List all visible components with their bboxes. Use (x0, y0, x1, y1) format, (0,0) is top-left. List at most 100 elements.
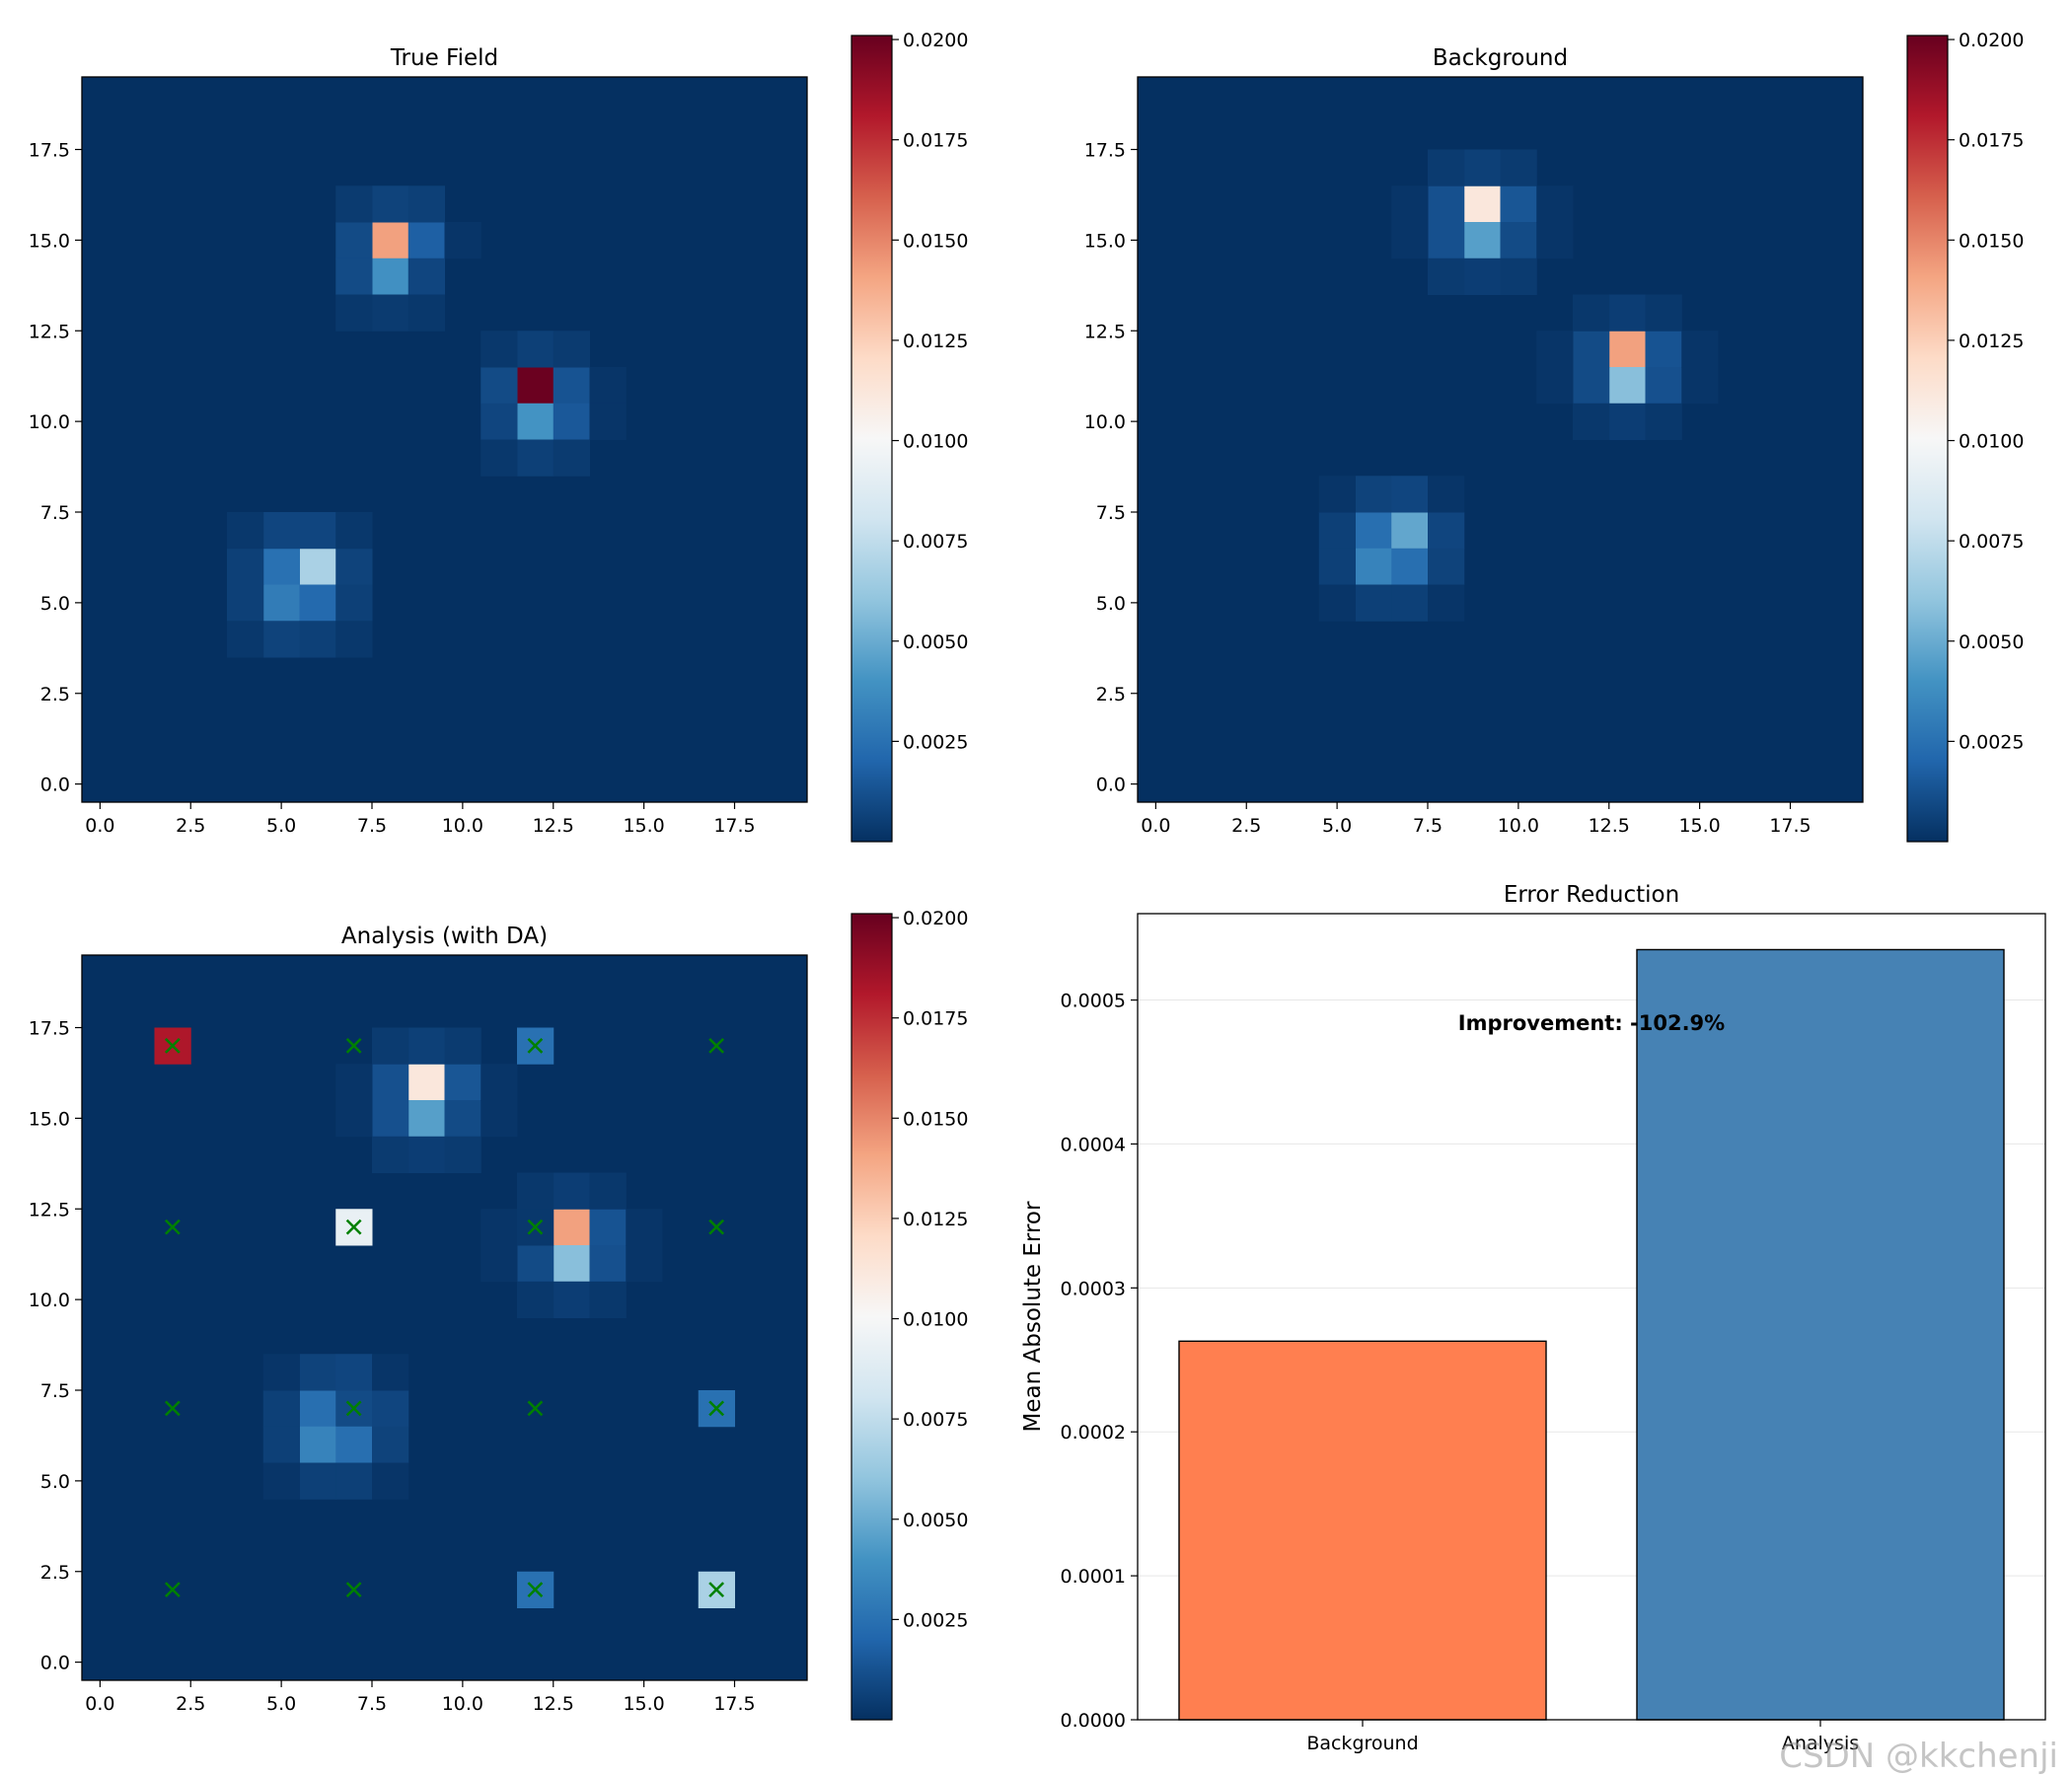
heatmap-cell (1608, 403, 1646, 440)
heatmap-cell (372, 1027, 409, 1065)
heatmap-cell (1391, 548, 1429, 585)
x-tick-label: 5.0 (266, 1693, 296, 1715)
observation-marker (527, 1219, 544, 1235)
heatmap-cell (1573, 367, 1610, 405)
heatmap-cell (1608, 294, 1646, 332)
colorbar-tick-label: 0.0050 (1959, 631, 2024, 653)
heatmap-cell (335, 584, 373, 622)
colorbar-tick-label: 0.0075 (1959, 531, 2024, 553)
heatmap-cell (1645, 331, 1682, 368)
colorbar-tick-label: 0.0150 (903, 1108, 968, 1130)
heatmap-cell (299, 1390, 336, 1428)
heatmap-cell (335, 548, 373, 585)
panel-background: 0.0 2.5 5.0 7.5 10.0 12.5 15.0 17.5 0.0 2.5 5.0 7.5… (1084, 30, 2024, 843)
heatmap-cell (481, 331, 518, 368)
observation-marker-stroke (708, 1219, 725, 1235)
y-tick-label: 7.5 (40, 502, 70, 524)
y-tick-label: 17.5 (1084, 140, 1126, 162)
heatmap-cell (1645, 367, 1682, 405)
bar-analysis (1636, 948, 2005, 1721)
axes-frame (81, 76, 808, 803)
heatmap-cell (553, 439, 590, 477)
observation-marker-stroke (527, 1219, 544, 1235)
x-tick-label: Background (1306, 1733, 1418, 1754)
observation-marker-stroke (164, 1582, 181, 1598)
heatmap-cell (1391, 584, 1429, 622)
heatmap-cell (1573, 294, 1610, 332)
y-tick-label: 5.0 (1096, 593, 1126, 615)
heatmap-cell (1536, 222, 1574, 259)
observation-marker (527, 1400, 544, 1417)
heatmap-cell (1608, 367, 1646, 405)
colorbar-tick-label: 0.0175 (1959, 130, 2024, 152)
heatmap-cell (262, 548, 300, 585)
heatmap-cell (1463, 222, 1501, 259)
y-tick-label: 0.0 (1096, 775, 1126, 796)
heatmap-cell (517, 403, 555, 440)
y-tick-label: 7.5 (1096, 502, 1126, 524)
heatmap-cell (407, 222, 445, 259)
heatmap-cell (444, 1100, 481, 1138)
observation-marker (345, 1037, 362, 1054)
heatmap-cell (481, 1100, 518, 1138)
panel-error-reduction: 0.0000 0.0001 0.0002 0.0003 0.0004 0.0005 Back… (1020, 882, 2046, 1754)
observation-marker (164, 1037, 181, 1054)
x-tick-label: 7.5 (357, 1693, 387, 1715)
heatmap-cell (372, 222, 409, 259)
x-tick-label: 17.5 (1769, 815, 1811, 837)
colorbar-tick-label: 0.0125 (1959, 331, 2024, 352)
heatmap-cell (1318, 476, 1356, 513)
axes-frame (81, 954, 808, 1681)
heatmap-cell (262, 584, 300, 622)
heatmap-cell (372, 1064, 409, 1101)
colorbar-tick-label: 0.0050 (903, 631, 968, 653)
y-tick-label: 12.5 (1084, 321, 1126, 342)
observation-marker (527, 1037, 544, 1054)
heatmap-cell (372, 1462, 409, 1500)
heatmap-cell (481, 1209, 518, 1246)
x-tick-label: 17.5 (713, 815, 755, 837)
observation-marker-stroke (345, 1219, 362, 1235)
y-tick-label: 0.0003 (1061, 1278, 1126, 1299)
colorbar-tick-label: 0.0200 (903, 908, 968, 929)
colorbar (851, 913, 893, 1721)
colorbar-tick-label: 0.0125 (903, 331, 968, 352)
observation-marker-stroke (164, 1037, 181, 1054)
x-tick-label: 5.0 (266, 815, 296, 837)
heatmap-cell (262, 1426, 300, 1463)
y-tick-label: 12.5 (29, 321, 70, 342)
colorbar-tick-label: 0.0150 (903, 230, 968, 252)
x-tick-label: 15.0 (623, 815, 664, 837)
y-tick-label: 5.0 (40, 593, 70, 615)
heatmap-cell (335, 621, 373, 658)
y-tick-label: 15.0 (1084, 230, 1126, 252)
heatmap-cell (517, 1172, 555, 1210)
heatmap-cell (407, 294, 445, 332)
heatmap-cell (1428, 548, 1465, 585)
x-tick-label: Analysis (1782, 1733, 1859, 1754)
observation-marker-stroke (708, 1400, 725, 1417)
y-tick-label: 0.0004 (1061, 1134, 1126, 1155)
panel-analysis: 0.0 2.5 5.0 7.5 10.0 12.5 15.0 17.5 0.0 2.5 5.0 7.5… (29, 908, 968, 1721)
colorbar-tick-label: 0.0050 (903, 1510, 968, 1531)
heatmap-cell (372, 1100, 409, 1138)
x-tick-label: 15.0 (1678, 815, 1720, 837)
heatmap-cell (553, 1209, 590, 1246)
heatmap-cell (335, 222, 373, 259)
colorbar-tick-label: 0.0200 (903, 30, 968, 51)
heatmap-cell (1463, 258, 1501, 295)
heatmap-cell (227, 548, 264, 585)
observation-marker (164, 1400, 181, 1417)
heatmap-cell (1391, 222, 1429, 259)
heatmap-cell (372, 1354, 409, 1391)
heatmap-cell (299, 584, 336, 622)
heatmap-cell (407, 1027, 445, 1065)
heatmap-cell (372, 1390, 409, 1428)
y-tick-label: 2.5 (40, 1562, 70, 1584)
colorbar-tick-label: 0.0125 (903, 1209, 968, 1230)
heatmap-cell (444, 1027, 481, 1065)
colorbar-tick-label: 0.0100 (903, 431, 968, 453)
heatmap-cell (1428, 185, 1465, 223)
observation-marker-stroke (527, 1582, 544, 1598)
x-tick-label: 2.5 (1231, 815, 1261, 837)
